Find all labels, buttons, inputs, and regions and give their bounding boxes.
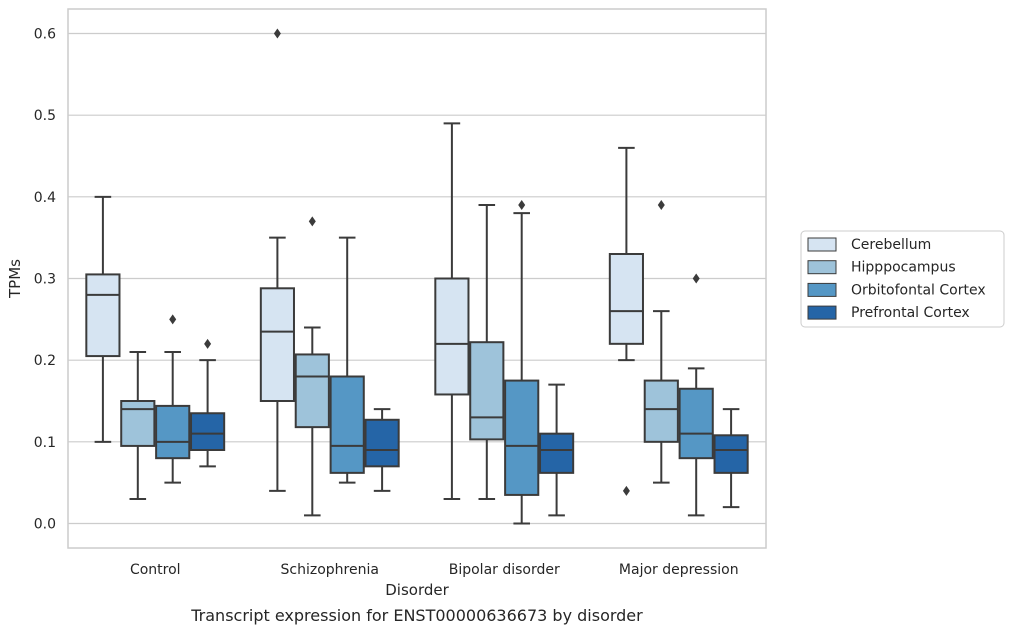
legend-item: Prefrontal Cortex: [807, 305, 970, 321]
legend-item: Orbitofontal Cortex: [807, 282, 986, 298]
box-3-2: [678, 273, 714, 517]
y-tick-label: 0.6: [34, 27, 56, 43]
box-2-2: [504, 200, 540, 525]
outlier-marker: [518, 200, 526, 210]
box-1-1: [294, 216, 330, 517]
box-0-0: [85, 195, 121, 443]
box-0-2: [155, 314, 191, 484]
box-iqr: [190, 412, 226, 451]
box-iqr: [643, 379, 679, 443]
box-3-0: [608, 146, 644, 496]
x-tick-label: Bipolar disorder: [449, 562, 560, 578]
box-iqr: [259, 287, 295, 402]
box-iqr: [294, 353, 330, 429]
outlier-marker: [204, 338, 212, 349]
legend-swatch: [807, 237, 837, 252]
box-iqr: [469, 341, 505, 441]
tick-labels: 0.0 0.1 0.2 0.3 0.4 0.5 0.6 Control Schizophreni…: [34, 27, 739, 579]
box-iqr: [713, 434, 749, 474]
box-0-3: [190, 338, 226, 468]
box-3-1: [643, 200, 679, 484]
y-axis-label: TPMs: [6, 259, 24, 299]
legend-frame: [800, 230, 1005, 328]
plot-area-frame: [67, 8, 767, 549]
box-0-1: [120, 351, 156, 500]
legend-item: Cerebellum: [807, 237, 931, 253]
legend-swatch: [807, 305, 837, 320]
y-tick-label: 0.1: [34, 435, 56, 451]
outlier-marker: [169, 314, 177, 325]
outlier-marker: [657, 200, 665, 210]
y-tick-label: 0.2: [34, 353, 56, 369]
y-tick-label: 0.3: [34, 272, 56, 288]
legend-item: Hipppocampus: [807, 260, 956, 276]
legend-label: Orbitofontal Cortex: [851, 282, 986, 298]
x-tick-label: Schizophrenia: [281, 562, 379, 578]
box-iqr: [329, 375, 365, 474]
box-iqr: [155, 404, 191, 460]
figure-caption: Transcript expression for ENST0000063667…: [191, 606, 643, 625]
box-1-0: [259, 28, 295, 492]
box-1-3: [364, 408, 400, 492]
outlier-marker: [308, 216, 316, 227]
outlier-marker: [692, 273, 700, 284]
y-tick-label: 0.0: [34, 517, 56, 533]
legend: Cerebellum Hipppocampus Orbitofontal Corte…: [800, 230, 1005, 328]
x-axis-label: Disorder: [385, 581, 449, 599]
x-tick-label: Control: [130, 562, 181, 578]
y-tick-label: 0.5: [34, 108, 56, 124]
box-3-3: [713, 408, 749, 509]
box-iqr: [678, 387, 714, 460]
box-iqr: [120, 400, 156, 447]
box-iqr: [85, 273, 121, 358]
x-tick-label: Major depression: [619, 562, 739, 578]
legend-swatch: [807, 260, 837, 275]
outlier-marker: [622, 485, 630, 496]
outlier-marker: [273, 28, 281, 39]
legend-label: Cerebellum: [851, 237, 931, 253]
legend-label: Hipppocampus: [851, 260, 956, 276]
legend-swatch: [807, 282, 837, 297]
box-1-2: [329, 236, 365, 484]
box-iqr: [539, 432, 575, 474]
legend-label: Prefrontal Cortex: [851, 305, 970, 321]
y-tick-label: 0.4: [34, 190, 56, 206]
box-marks: [85, 28, 749, 525]
box-iqr: [364, 418, 400, 468]
box-2-3: [539, 383, 575, 517]
box-2-0: [434, 122, 470, 500]
box-iqr: [504, 379, 540, 496]
box-iqr: [608, 253, 644, 345]
box-2-1: [469, 204, 505, 500]
box-iqr: [434, 277, 470, 396]
